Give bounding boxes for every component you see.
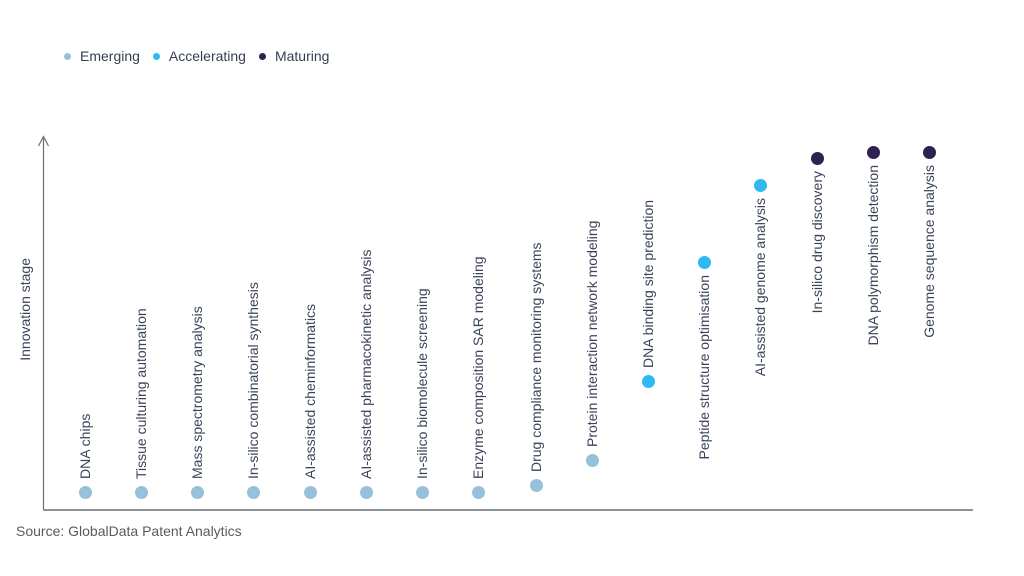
data-point <box>641 374 655 388</box>
y-axis-label: Innovation stage <box>17 258 33 361</box>
data-point-label: Drug compliance monitoring systems <box>528 242 544 472</box>
data-point <box>922 145 936 159</box>
data-point-label: Protein interaction network modeling <box>584 220 600 447</box>
legend-label: Accelerating <box>168 48 246 64</box>
data-point-label: DNA polymorphism detection <box>865 165 881 346</box>
data-point-label: Peptide structure optimisation <box>696 275 712 460</box>
data-point <box>359 485 373 499</box>
data-point <box>697 255 711 269</box>
data-point <box>134 485 148 499</box>
data-point <box>529 478 543 492</box>
data-point-label: Tissue culturing automation <box>133 308 149 479</box>
legend-item-accelerating: Accelerating <box>152 48 246 64</box>
legend-label: Maturing <box>274 48 330 64</box>
legend-item-maturing: Maturing <box>258 48 330 64</box>
data-point <box>585 453 599 467</box>
data-point-label: In-silico biomolecule screening <box>414 288 430 479</box>
legend-item-emerging: Emerging <box>64 48 140 64</box>
data-point-label: Genome sequence analysis <box>921 165 937 338</box>
legend: Emerging Accelerating Maturing <box>64 48 329 64</box>
data-point <box>303 485 317 499</box>
data-point-label: DNA binding site prediction <box>640 199 656 368</box>
data-point-label: In-silico combinatorial synthesis <box>245 282 261 479</box>
data-point-label: DNA chips <box>77 413 93 479</box>
data-point <box>810 151 824 165</box>
data-point-label: In-silico drug discovery <box>809 171 825 314</box>
data-point-label: AI-assisted genome analysis <box>752 198 768 377</box>
legend-dot-icon <box>64 52 71 60</box>
data-point <box>753 178 767 192</box>
source-note: Source: GlobalData Patent Analytics <box>16 523 242 539</box>
data-point-label: AI-assisted cheminformatics <box>302 303 318 479</box>
data-point-label: AI-assisted pharmacokinetic analysis <box>358 249 374 479</box>
data-point <box>471 485 485 499</box>
data-point <box>246 485 260 499</box>
legend-label: Emerging <box>80 48 140 64</box>
data-point <box>190 485 204 499</box>
data-point-label: Mass spectrometry analysis <box>189 306 205 479</box>
legend-dot-icon <box>258 52 266 60</box>
data-point <box>415 485 429 499</box>
legend-dot-icon <box>152 52 160 60</box>
y-axis-arrow-icon <box>37 135 50 147</box>
data-point <box>866 145 880 159</box>
data-point <box>78 485 92 499</box>
data-point-label: Enzyme composition SAR modeling <box>470 256 486 479</box>
